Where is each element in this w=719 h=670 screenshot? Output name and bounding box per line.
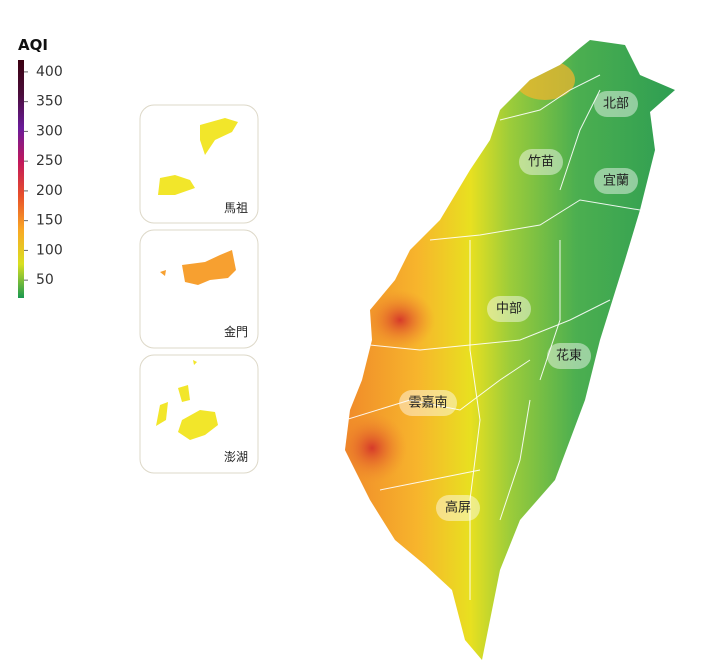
region-pill: [399, 390, 457, 416]
region-label: 宜蘭: [603, 173, 629, 189]
region-pill: [519, 149, 563, 175]
region-pill: [487, 296, 531, 322]
legend-tick-label: 350: [36, 94, 63, 110]
inset-label: 澎湖: [224, 449, 248, 464]
region-pill: [594, 168, 638, 194]
region-label: 中部: [496, 302, 522, 317]
legend-tick-label: 150: [36, 213, 63, 229]
legend-tick-label: 250: [36, 153, 63, 169]
region-label: 雲嘉南: [408, 395, 447, 411]
region-label: 北部: [603, 97, 629, 112]
region-pill: [547, 343, 591, 369]
legend-tick-label: 100: [36, 242, 63, 258]
legend-tick-label: 50: [36, 272, 54, 288]
taiwan: [345, 40, 675, 660]
inset-label: 金門: [224, 324, 248, 339]
legend-tick-label: 400: [36, 64, 63, 80]
region-pill: [594, 91, 638, 117]
legend-tick-label: 200: [36, 183, 63, 199]
inset-label: 馬祖: [224, 200, 248, 215]
region-label: 花東: [556, 348, 582, 364]
island-shape: [345, 40, 675, 660]
legend-bar: [18, 60, 24, 298]
region-label: 高屏: [445, 500, 471, 516]
inset-boxes: [139, 104, 259, 474]
region-label: 竹苗: [528, 155, 554, 170]
region-pill: [436, 495, 480, 521]
legend-title: AQI: [18, 36, 48, 54]
legend-tick-label: 300: [36, 123, 63, 139]
